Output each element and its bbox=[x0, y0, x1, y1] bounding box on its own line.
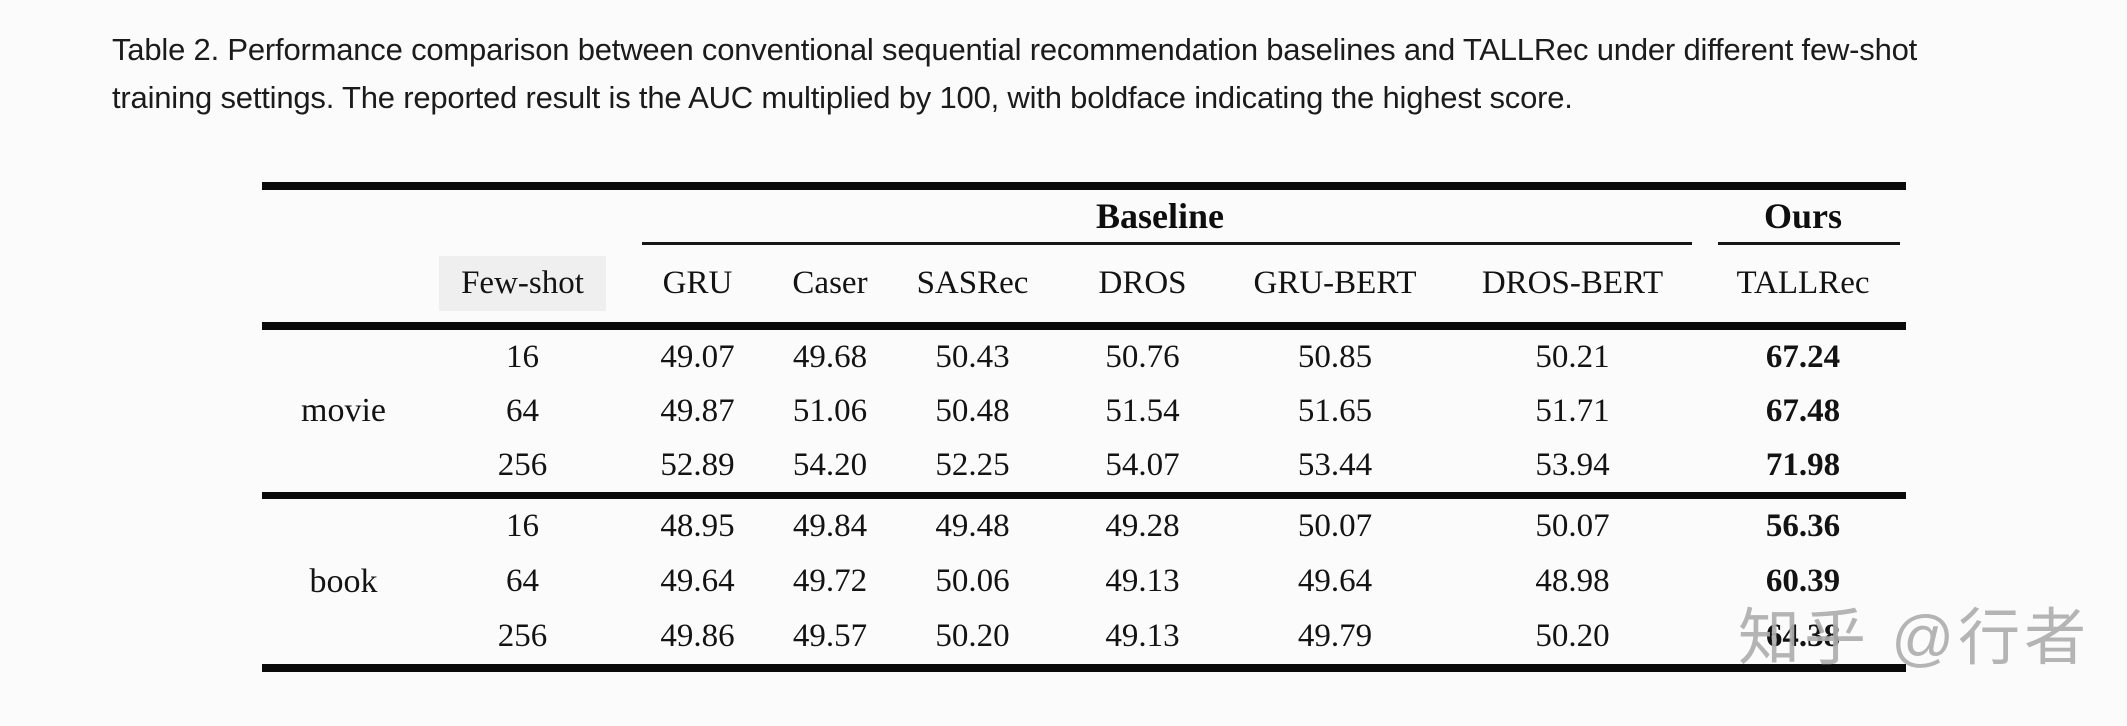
column-header-tallrec: TALLRec bbox=[1736, 265, 1870, 301]
column-header-dros-bert: DROS-BERT bbox=[1481, 265, 1664, 301]
zhihu-watermark: 知乎 @行者 bbox=[1738, 604, 2091, 673]
few-shot-highlight: Few-shot bbox=[439, 256, 606, 311]
sasrec-value: 50.43 bbox=[935, 338, 1010, 375]
gru-bert-value: 53.44 bbox=[1297, 446, 1373, 483]
tallrec-value: 67.48 bbox=[1765, 392, 1841, 429]
table-row: 16 48.95 49.84 49.48 49.28 50.07 50.07 5… bbox=[262, 499, 1906, 554]
gru-value: 49.07 bbox=[660, 338, 735, 375]
column-header-gru-bert: GRU-BERT bbox=[1253, 265, 1417, 301]
ours-underline-rule bbox=[1718, 242, 1900, 245]
tallrec-value: 64.38 bbox=[1765, 618, 1841, 654]
few-shot-value: 256 bbox=[497, 446, 548, 483]
caption-line-1: Table 2. Performance comparison between … bbox=[112, 32, 1918, 67]
caser-value: 49.57 bbox=[792, 618, 868, 654]
dros-bert-value: 48.98 bbox=[1535, 563, 1610, 599]
header-bottom-rule bbox=[262, 322, 1906, 330]
corner-spacer bbox=[262, 245, 425, 322]
column-header-dros: DROS bbox=[1098, 265, 1187, 301]
baseline-underline-rule bbox=[642, 242, 1692, 245]
caser-value: 49.72 bbox=[792, 563, 868, 599]
sasrec-value: 50.20 bbox=[935, 618, 1010, 654]
dros-value: 54.07 bbox=[1105, 446, 1180, 483]
column-header-sasrec: SASRec bbox=[916, 265, 1029, 301]
caser-value: 49.68 bbox=[792, 338, 868, 375]
gru-value: 49.86 bbox=[660, 618, 735, 654]
gru-bert-value: 50.07 bbox=[1297, 508, 1373, 544]
gru-bert-value: 49.64 bbox=[1297, 563, 1373, 599]
dros-value: 50.76 bbox=[1105, 338, 1180, 375]
row-label-spacer bbox=[262, 330, 425, 384]
caser-value: 54.20 bbox=[792, 446, 868, 483]
gru-value: 48.95 bbox=[660, 508, 735, 544]
sasrec-value: 49.48 bbox=[935, 508, 1010, 544]
group-underline-row bbox=[262, 242, 1906, 245]
few-shot-value: 16 bbox=[506, 338, 539, 375]
group-header-row: Baseline Ours bbox=[262, 190, 1906, 242]
gru-bert-value: 49.79 bbox=[1297, 618, 1373, 654]
table-row: 16 49.07 49.68 50.43 50.76 50.85 50.21 6… bbox=[262, 330, 1906, 384]
caption-line-2: training settings. The reported result i… bbox=[112, 80, 1573, 115]
column-header-few-shot: Few-shot bbox=[425, 245, 620, 322]
row-label-spacer bbox=[262, 499, 425, 554]
section-label-movie: movie bbox=[301, 392, 386, 429]
sasrec-value: 50.06 bbox=[935, 563, 1010, 599]
table-caption: Table 2. Performance comparison between … bbox=[112, 26, 2072, 122]
gru-value: 49.64 bbox=[660, 563, 735, 599]
few-shot-value: 64 bbox=[506, 563, 539, 599]
dros-value: 49.13 bbox=[1105, 618, 1180, 654]
gru-value: 52.89 bbox=[660, 446, 735, 483]
sasrec-value: 52.25 bbox=[935, 446, 1010, 483]
tallrec-value: 67.24 bbox=[1765, 338, 1841, 375]
sasrec-value: 50.48 bbox=[935, 392, 1010, 429]
group-header-baseline: Baseline bbox=[1095, 196, 1224, 236]
tallrec-value: 71.98 bbox=[1765, 446, 1841, 483]
row-label-spacer bbox=[262, 609, 425, 664]
column-header-row: Few-shot GRU Caser SASRec DROS GRU-BERT … bbox=[262, 245, 1906, 322]
few-shot-value: 64 bbox=[506, 392, 539, 429]
caser-value: 49.84 bbox=[792, 508, 868, 544]
few-shot-value: 256 bbox=[497, 618, 548, 654]
gru-value: 49.87 bbox=[660, 392, 735, 429]
dros-value: 49.28 bbox=[1105, 508, 1180, 544]
few-shot-value: 16 bbox=[506, 508, 539, 544]
dros-value: 51.54 bbox=[1105, 392, 1180, 429]
dros-bert-value: 50.07 bbox=[1535, 508, 1610, 544]
results-table: Baseline Ours Few-shot GRU Caser SASRec … bbox=[262, 182, 1906, 672]
gru-bert-value: 51.65 bbox=[1297, 392, 1373, 429]
movie-section: 16 49.07 49.68 50.43 50.76 50.85 50.21 6… bbox=[262, 330, 1906, 492]
section-label-book: book bbox=[309, 562, 378, 600]
table-top-rule bbox=[262, 182, 1906, 190]
table-row: movie 64 49.87 51.06 50.48 51.54 51.65 5… bbox=[262, 384, 1906, 438]
table-bottom-rule bbox=[262, 664, 1906, 672]
book-section: 16 48.95 49.84 49.48 49.28 50.07 50.07 5… bbox=[262, 499, 1906, 664]
column-header-gru: GRU bbox=[662, 265, 733, 301]
caser-value: 51.06 bbox=[792, 392, 868, 429]
tallrec-value: 56.36 bbox=[1765, 508, 1841, 544]
section-divider-rule bbox=[262, 492, 1906, 499]
group-header-ours: Ours bbox=[1763, 196, 1842, 236]
row-label-spacer bbox=[262, 438, 425, 492]
dros-bert-value: 51.71 bbox=[1535, 392, 1610, 429]
table-row: 256 52.89 54.20 52.25 54.07 53.44 53.94 … bbox=[262, 438, 1906, 492]
table-row: 256 49.86 49.57 50.20 49.13 49.79 50.20 … bbox=[262, 609, 1906, 664]
dros-bert-value: 53.94 bbox=[1535, 446, 1610, 483]
dros-bert-value: 50.21 bbox=[1535, 338, 1610, 375]
gru-bert-value: 50.85 bbox=[1297, 338, 1373, 375]
dros-value: 49.13 bbox=[1105, 563, 1180, 599]
tallrec-value: 60.39 bbox=[1765, 563, 1841, 599]
dros-bert-value: 50.20 bbox=[1535, 618, 1610, 654]
column-header-caser: Caser bbox=[792, 265, 868, 301]
table-row: book 64 49.64 49.72 50.06 49.13 49.64 48… bbox=[262, 554, 1906, 609]
